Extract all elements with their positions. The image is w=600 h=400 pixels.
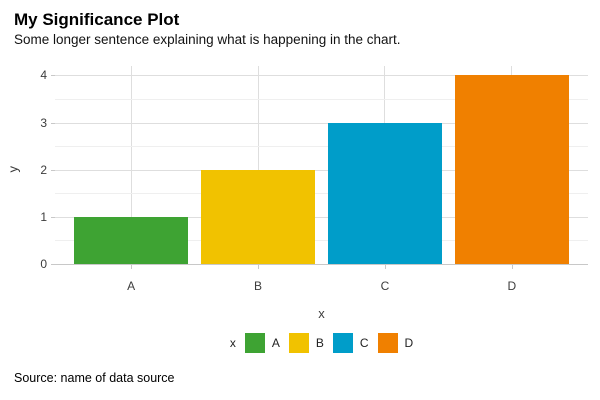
y-tick-mark-0: [51, 264, 55, 265]
legend-item-C: C: [332, 333, 369, 353]
x-tick-label-C: C: [380, 279, 390, 293]
legend-swatch-D: [377, 333, 398, 353]
gridline-major-y1: [55, 216, 588, 218]
x-tick-label-D: D: [507, 279, 517, 293]
y-tick-label-4: 4: [40, 68, 47, 83]
gridline-major-y3: [55, 122, 588, 124]
chart-subtitle: Some longer sentence explaining what is …: [14, 32, 401, 47]
gridline-vertical-A: [130, 66, 132, 264]
x-tick-label-B: B: [254, 279, 263, 293]
gridline-minor-y1.5: [55, 193, 588, 195]
x-tick-mark-C: [384, 265, 386, 269]
gridline-minor-y2.5: [55, 146, 588, 148]
x-axis-title: x: [318, 306, 325, 321]
y-tick-mark-4: [51, 75, 55, 77]
legend-label-D: D: [404, 336, 414, 350]
plot-panel: [55, 66, 588, 265]
gridline-minor-y0.5: [55, 240, 588, 242]
legend-swatch-B: [288, 333, 309, 353]
y-tick-label-2: 2: [40, 162, 47, 177]
legend-title: x: [229, 336, 236, 350]
gridline-major-y4: [55, 75, 588, 77]
gridline-minor-y3.5: [55, 99, 588, 100]
legend-label-B: B: [315, 336, 324, 350]
bar-A: [74, 216, 189, 264]
y-tick-mark-3: [51, 122, 55, 124]
y-axis-title: y: [5, 166, 21, 173]
legend-item-D: D: [377, 333, 414, 353]
y-tick-mark-1: [51, 216, 55, 218]
y-tick-label-0: 0: [40, 257, 47, 271]
legend-items: A B C D: [244, 333, 414, 353]
legend-swatch-A: [244, 333, 265, 353]
y-tick-label-1: 1: [40, 209, 47, 224]
legend-label-A: A: [271, 336, 280, 350]
legend-swatch-C: [332, 333, 353, 353]
legend-item-A: A: [244, 333, 280, 353]
legend-item-B: B: [288, 333, 324, 353]
y-tick-label-3: 3: [40, 115, 47, 130]
source-note: Source: name of data source: [14, 371, 175, 385]
x-tick-mark-D: [511, 265, 513, 269]
bar-B: [200, 169, 316, 264]
bar-D: [454, 75, 569, 264]
x-tick-mark-B: [258, 265, 260, 269]
gridline-major-y2: [55, 169, 588, 171]
x-tick-mark-A: [131, 265, 133, 269]
chart-title: My Significance Plot: [14, 10, 180, 29]
y-tick-mark-2: [51, 169, 55, 171]
gridline-vertical-B: [257, 66, 259, 264]
x-tick-label-A: A: [127, 279, 136, 293]
bar-C: [327, 122, 443, 264]
legend-label-C: C: [359, 336, 369, 350]
